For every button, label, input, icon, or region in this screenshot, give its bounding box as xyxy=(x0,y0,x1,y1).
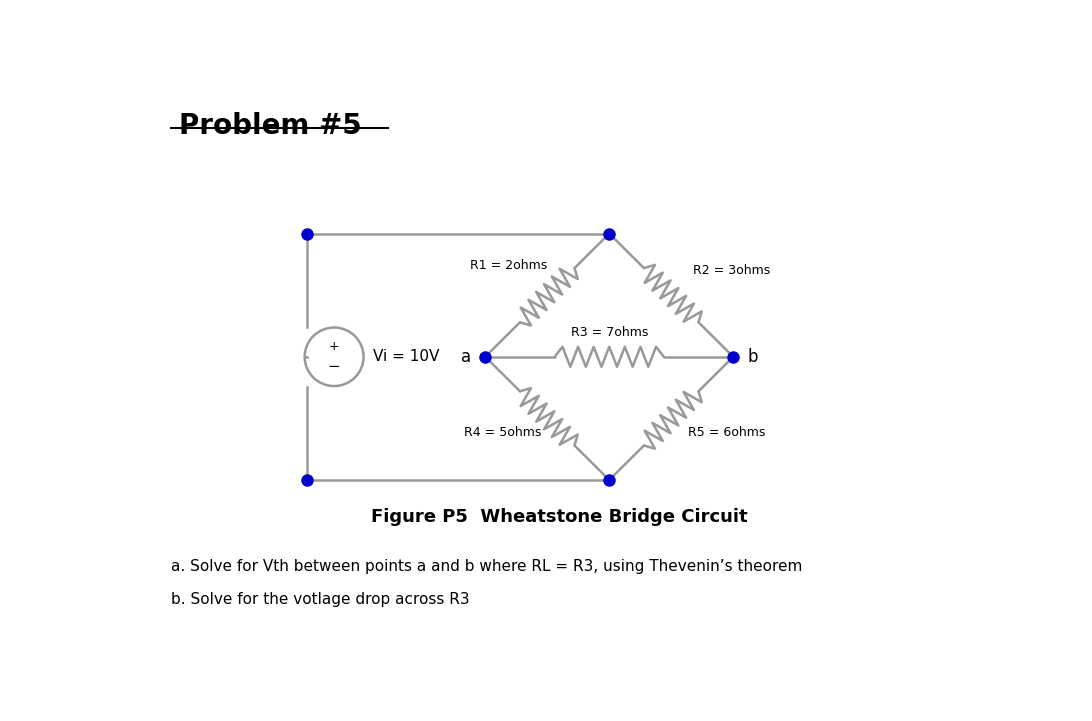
Text: b: b xyxy=(747,348,758,366)
Text: R3 = 7ohms: R3 = 7ohms xyxy=(570,326,648,339)
Text: −: − xyxy=(328,359,341,374)
Text: R2 = 3ohms: R2 = 3ohms xyxy=(693,264,770,277)
Text: R1 = 2ohms: R1 = 2ohms xyxy=(470,260,547,273)
Text: a. Solve for Vth between points a and b where RL = R3, using Thevenin’s theorem: a. Solve for Vth between points a and b … xyxy=(171,559,803,573)
Text: a: a xyxy=(461,348,472,366)
Text: R5 = 6ohms: R5 = 6ohms xyxy=(688,425,765,439)
Text: Figure P5  Wheatstone Bridge Circuit: Figure P5 Wheatstone Bridge Circuit xyxy=(371,508,748,526)
Text: Vi = 10V: Vi = 10V xyxy=(372,349,439,364)
Text: b. Solve for the votlage drop across R3: b. Solve for the votlage drop across R3 xyxy=(171,592,470,606)
Text: Problem #5: Problem #5 xyxy=(179,112,361,140)
Text: +: + xyxy=(329,340,340,353)
Text: R4 = 5ohms: R4 = 5ohms xyxy=(464,425,541,439)
